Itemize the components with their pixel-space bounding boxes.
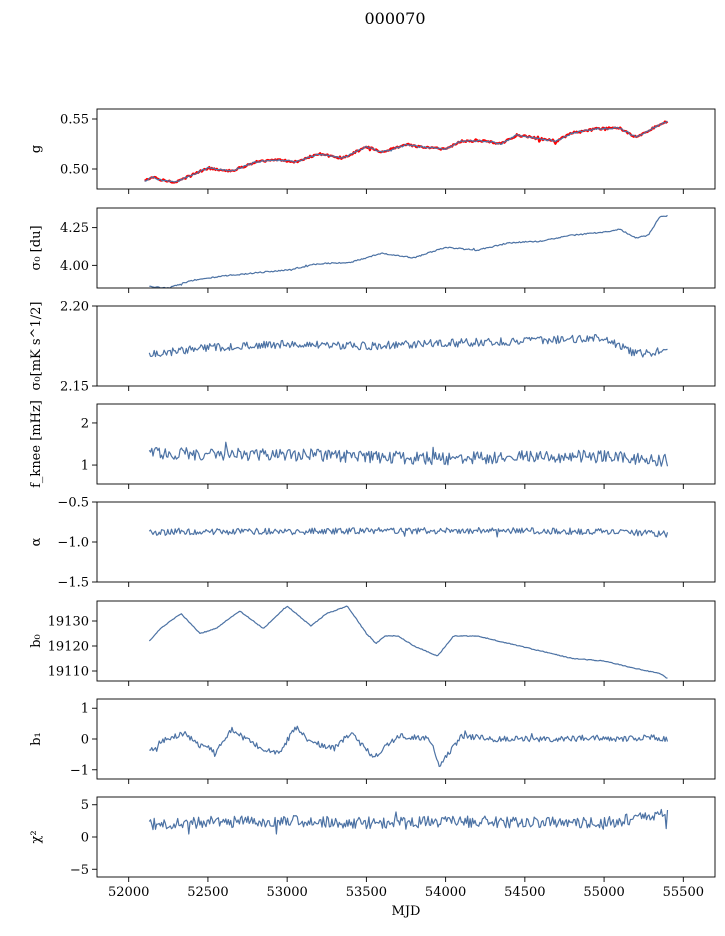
y-axis-label-b1: b₁ (29, 732, 44, 746)
subplot-fknee: 1 2 f_knee [mHz] (29, 400, 716, 489)
y-axis-label-g: g (29, 145, 44, 153)
y-tick-label: 0.55 (60, 113, 89, 128)
axes-frame-sigma0 (96, 207, 716, 289)
series-line-sigma0_noise-0 (148, 334, 668, 358)
y-tick-label: 2 (81, 416, 89, 431)
y-tick-label: 5 (81, 798, 89, 813)
y-tick-label: −1.5 (57, 576, 89, 591)
x-tick-label: 53000 (266, 885, 307, 900)
series-line-alpha-0 (148, 526, 669, 538)
axes-frame-b0 (96, 600, 716, 682)
y-tick-label: 0 (81, 733, 89, 748)
axes-frame-fknee (96, 403, 716, 485)
y-tick-label: 4.25 (60, 221, 89, 236)
y-axis-label-alpha: α (29, 537, 44, 546)
y-axis-label-chi2: χ² (29, 830, 44, 843)
y-axis-label-sigma0_noise: σ₀[mK s^1/2] (29, 302, 44, 391)
subplot-b0: 19110 19120 19130 b₀ (29, 600, 716, 686)
x-axis-label: MJD (392, 904, 421, 919)
y-axis-label-sigma0: σ₀ [du] (29, 225, 44, 270)
series-line-sigma0-0 (149, 214, 668, 288)
x-tick-label: 55000 (583, 885, 624, 900)
x-tick-label: 52000 (108, 885, 149, 900)
y-tick-label: 19130 (48, 615, 89, 630)
y-tick-label: −1.0 (57, 536, 89, 551)
y-tick-label: 1 (81, 459, 89, 474)
x-tick-label: 54000 (425, 885, 466, 900)
subplot-g: 0.50 0.55 g (29, 108, 716, 194)
x-tick-label: 54500 (504, 885, 545, 900)
axes-frame-chi2 (96, 796, 716, 878)
y-tick-label: 19110 (48, 665, 89, 680)
series-line-b0-0 (148, 605, 668, 679)
series-line-chi2-0 (148, 808, 669, 835)
y-tick-label: 4.00 (60, 259, 89, 274)
y-tick-label: 0 (81, 831, 89, 846)
axes-frame-sigma0_noise (96, 305, 716, 387)
subplot-stack: 0.50 0.55 g 4.00 4.25 σ₀ [du] 2.15 2.20 σ₀[mK s^… (29, 108, 716, 919)
y-tick-label: 1 (81, 702, 89, 717)
subplot-sigma0: 4.00 4.25 σ₀ [du] (29, 207, 716, 293)
y-tick-label: −0.5 (57, 496, 89, 511)
subplot-chi2: −5 0 5 52000 52500 53000 53500 54000 54500 55000 5… (29, 796, 716, 919)
subplot-b1: −1 0 1 b₁ (29, 698, 716, 784)
y-tick-label: 0.50 (60, 163, 89, 178)
y-tick-label: −1 (70, 763, 89, 778)
series-line-g-1 (144, 120, 668, 183)
axes-frame-alpha (96, 501, 716, 583)
y-tick-label: 2.20 (60, 300, 89, 315)
y-tick-label: −5 (70, 863, 89, 878)
subplot-sigma0_noise: 2.15 2.20 σ₀[mK s^1/2] (29, 300, 716, 395)
x-tick-label: 55500 (663, 885, 704, 900)
series-line-b1-0 (149, 725, 669, 768)
axes-frame-g (96, 108, 716, 190)
y-tick-label: 2.15 (60, 380, 89, 395)
y-tick-label: 19120 (48, 640, 89, 655)
subplot-alpha: −1.5 −1.0 −0.5 α (29, 496, 716, 591)
series-line-fknee-0 (148, 441, 669, 467)
figure-title: 000070 (364, 9, 425, 28)
y-axis-label-fknee: f_knee [mHz] (29, 400, 44, 488)
y-axis-label-b0: b₀ (29, 634, 44, 648)
x-tick-label: 52500 (187, 885, 228, 900)
x-tick-label: 53500 (346, 885, 387, 900)
